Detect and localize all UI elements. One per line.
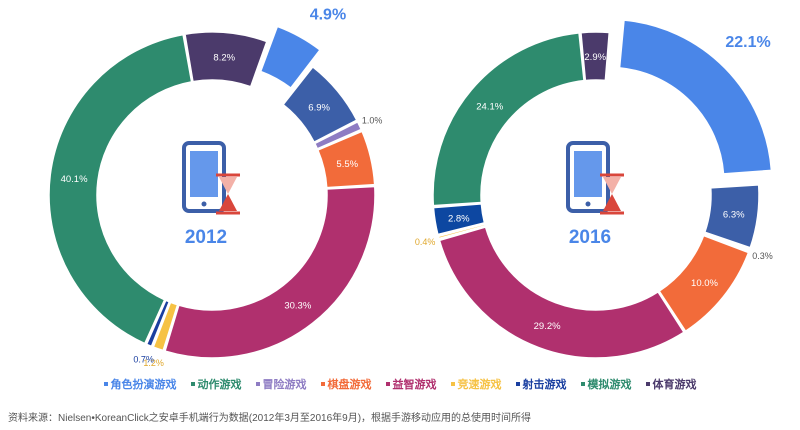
legend-swatch <box>515 382 520 386</box>
slice-label-2012-7: 40.1% <box>61 174 88 185</box>
legend-label: 射击游戏 <box>522 379 567 391</box>
slice-2016-2 <box>703 232 751 252</box>
legend-swatch <box>255 382 260 386</box>
slice-2012-3 <box>316 130 376 189</box>
legend-item-0: 角色扮演游戏 <box>103 376 177 392</box>
slice-2016-4 <box>438 226 685 359</box>
slice-label-2012-2: 1.0% <box>362 116 383 126</box>
legend-item-8: 体育游戏 <box>645 376 697 392</box>
slice-label-2012-6: 0.7% <box>133 354 154 364</box>
legend-label: 冒险游戏 <box>262 379 307 391</box>
slice-label-2012-1: 6.9% <box>308 102 330 113</box>
slice-2016-3 <box>658 234 750 333</box>
donut-chart-2012: 4.9% 6.9% 1.0% 5.5% 30.3% 1.2%0.7% 40.1% 8.2% 20… <box>48 7 383 368</box>
slice-2016-1 <box>703 184 760 249</box>
slice-2016-6 <box>432 203 486 236</box>
legend-item-4: 益智游戏 <box>385 376 437 392</box>
slice-label-2016-3: 10.0% <box>691 278 718 289</box>
legend-swatch <box>645 382 650 386</box>
legend-label: 模拟游戏 <box>587 379 632 391</box>
legend-swatch <box>450 382 455 386</box>
legend-item-3: 棋盘游戏 <box>320 376 372 392</box>
slice-label-2016-6: 2.8% <box>448 213 470 224</box>
slice-label-2016-1: 6.3% <box>723 210 745 221</box>
slice-2012-0 <box>259 25 322 90</box>
legend-label: 竞速游戏 <box>457 379 502 391</box>
slice-2012-7 <box>48 33 193 345</box>
source-note: 资料来源：Nielsen•KoreanClick之安卓手机端行为数据(2012年… <box>8 413 532 424</box>
slice-2012-1 <box>282 65 358 144</box>
slice-label-2016-5: 0.4% <box>415 237 436 247</box>
slice-2016-7 <box>432 32 585 207</box>
chart-title-2012: 2012 <box>185 227 227 248</box>
legend-label: 角色扮演游戏 <box>110 379 177 391</box>
phone-hourglass-icon <box>182 141 240 215</box>
slice-label-2012-8: 8.2% <box>213 53 235 64</box>
slice-label-2016-8: 2.9% <box>584 52 606 63</box>
legend-swatch <box>320 382 325 386</box>
slice-2016-8 <box>580 31 611 82</box>
slice-2012-6 <box>145 299 171 348</box>
slice-label-2012-5: 1.2% <box>143 358 164 368</box>
slice-2016-5 <box>437 223 487 240</box>
chart-legend: 角色扮演游戏 动作游戏 冒险游戏 棋盘游戏 益智游戏 竞速游戏 射击游戏 模拟游戏 体育游戏 <box>0 376 800 392</box>
legend-swatch <box>103 382 108 386</box>
legend-label: 体育游戏 <box>652 379 697 391</box>
slice-2012-2 <box>313 120 363 150</box>
donut-chart-2016: 22.1% 6.3% 0.3% 10.0% 29.2% 0.4% 2.8% 24.1% 2.9%… <box>415 19 773 359</box>
chart-title-2016: 2016 <box>569 227 611 248</box>
legend-item-5: 竞速游戏 <box>450 376 502 392</box>
legend-label: 益智游戏 <box>392 379 437 391</box>
slice-2016-0 <box>618 19 773 175</box>
legend-item-7: 模拟游戏 <box>580 376 632 392</box>
slice-2012-5 <box>152 301 179 352</box>
slice-label-2016-4: 29.2% <box>534 321 561 332</box>
legend-item-2: 冒险游戏 <box>255 376 307 392</box>
slice-label-2016-2: 0.3% <box>752 251 773 261</box>
legend-item-1: 动作游戏 <box>190 376 242 392</box>
legend-swatch <box>385 382 390 386</box>
slice-label-2012-0: 4.9% <box>310 7 346 24</box>
slice-label-2012-3: 5.5% <box>336 159 358 170</box>
legend-label: 动作游戏 <box>197 379 242 391</box>
legend-swatch <box>580 382 585 386</box>
phone-hourglass-icon <box>566 141 624 215</box>
slice-2012-4 <box>164 185 376 359</box>
slice-label-2016-7: 24.1% <box>476 101 503 112</box>
legend-item-6: 射击游戏 <box>515 376 567 392</box>
slice-label-2016-0: 22.1% <box>725 34 770 51</box>
legend-label: 棋盘游戏 <box>327 379 372 391</box>
slice-2012-8 <box>184 31 268 88</box>
slice-label-2012-4: 30.3% <box>284 300 311 311</box>
legend-swatch <box>190 382 195 386</box>
